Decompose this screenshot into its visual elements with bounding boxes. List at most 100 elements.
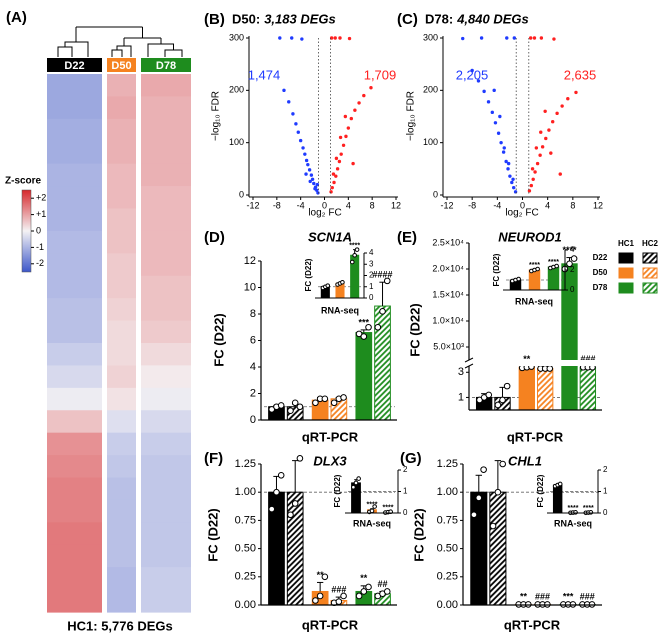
data-point [296, 403, 304, 411]
y-label: −log₁₀ FDR [211, 91, 222, 141]
heatmap-cell [107, 118, 136, 142]
point [310, 177, 315, 181]
significance-label: *** [359, 317, 370, 327]
heatmap-cell [107, 544, 136, 568]
y-label: −log₁₀ FDR [406, 91, 417, 141]
x-label: RNA-seq [554, 518, 592, 528]
y-tick-label: 4 [250, 361, 256, 373]
point [490, 110, 494, 115]
bar [355, 332, 373, 421]
heatmap-cell [107, 387, 136, 411]
y-tick-label: 0 [403, 508, 408, 517]
heatmap-cell [141, 544, 191, 568]
bar [552, 484, 563, 514]
heatmap-cell [141, 455, 191, 479]
heatmap-cell [107, 320, 136, 344]
heatmap-cell [47, 410, 102, 434]
data-point [340, 394, 347, 401]
legend-swatch [642, 282, 658, 294]
point [341, 143, 346, 147]
heatmap-cell [141, 298, 191, 322]
heatmap-cell [47, 118, 102, 142]
y-tick-label: 0.25 [235, 571, 256, 583]
point [502, 146, 506, 150]
y-tick-label: 0 [250, 414, 256, 426]
y-tick-label: 100 [423, 137, 438, 147]
y-tick-label: 0.00 [437, 599, 458, 611]
panel-label: (G) [400, 450, 422, 467]
legend-header: HC1 [618, 239, 635, 248]
y-tick-label: 100 [229, 137, 244, 147]
x-label: qRT-PCR [302, 429, 359, 444]
point [533, 170, 537, 174]
data-point [353, 480, 359, 486]
y-tick-label: 1 [603, 487, 608, 496]
point [479, 36, 484, 40]
y-tick-label: 1.25 [437, 458, 458, 470]
heatmap-cell [47, 544, 102, 568]
panel-label: (A) [6, 9, 27, 26]
y-tick-label: 1.00 [437, 486, 458, 498]
data-point [340, 592, 347, 600]
dendrogram-branch [111, 38, 132, 57]
column-header: D78 [156, 60, 176, 72]
column-header: D22 [64, 60, 84, 72]
data-point [340, 279, 345, 285]
point [333, 36, 337, 40]
axis-break [470, 360, 602, 366]
y-tick-label: 1.5×10⁴ [432, 289, 464, 299]
point [332, 180, 336, 185]
x-tick-label: 8 [570, 200, 575, 210]
bar [518, 366, 536, 411]
point [476, 79, 481, 83]
point [534, 146, 539, 150]
heatmap-cell [47, 320, 102, 344]
point [290, 36, 294, 40]
point [304, 158, 309, 163]
y-tick-label: 1 [369, 282, 374, 291]
heatmap-cell [107, 343, 136, 367]
x-tick-label: 8 [370, 200, 375, 210]
y-tick-label: 1.25 [235, 458, 256, 470]
heatmap-cell [107, 589, 136, 613]
point [538, 153, 542, 157]
heatmap-cell [141, 208, 191, 232]
y-tick-label: 3 [369, 259, 374, 268]
y-label: FC (D22) [205, 508, 220, 561]
legend-label: D50 [593, 268, 608, 277]
y-tick-label: 2 [403, 465, 408, 474]
y-tick-label: 0.50 [235, 543, 256, 555]
x-label: RNA-seq [353, 518, 391, 528]
significance-label: *** [563, 592, 574, 602]
point [510, 180, 514, 185]
y-label: FC (D22) [333, 474, 342, 507]
data-point [325, 283, 331, 288]
y-tick-label: 2 [369, 271, 374, 280]
data-point [516, 276, 521, 282]
heatmap-cell [47, 253, 102, 277]
point [492, 88, 496, 93]
annotation: 1,474 [248, 67, 281, 82]
y-tick-label: 4 [570, 245, 575, 254]
point [312, 181, 316, 186]
point [347, 36, 352, 41]
point [287, 100, 291, 104]
point [309, 173, 314, 177]
y-tick-label: 300 [229, 32, 244, 42]
data-point [355, 592, 363, 600]
point [470, 68, 474, 73]
heatmap-cell [141, 141, 191, 165]
significance-label: **** [367, 502, 378, 509]
y-tick-label: 8 [250, 308, 256, 320]
point [346, 126, 351, 130]
annotation: 2,205 [456, 67, 489, 82]
y-tick-label: 0.50 [437, 543, 458, 555]
point [508, 174, 512, 178]
chart-subtitle: 3,183 DEGs [264, 11, 336, 26]
data-point [330, 399, 338, 407]
y-label: FC (D22) [211, 313, 226, 366]
data-point [383, 588, 391, 595]
dendrogram-branch [76, 26, 161, 39]
heatmap-cell [107, 432, 136, 456]
